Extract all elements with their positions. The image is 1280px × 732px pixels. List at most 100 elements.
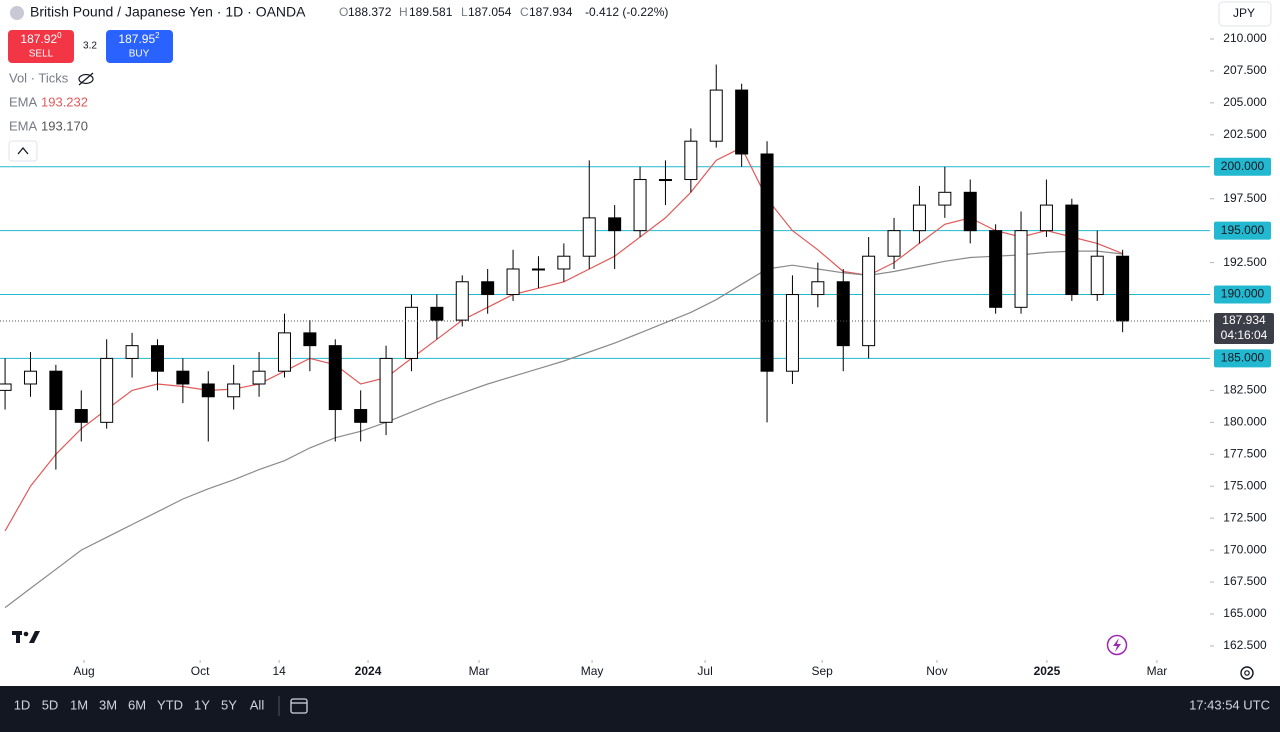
collapse-button[interactable] [8,140,38,162]
candle-body [328,345,342,411]
candle-body [227,383,241,398]
y-tick-label: 210.000 [1223,31,1267,45]
x-tick-label: Mar [469,664,490,678]
candle-body [277,332,291,372]
eye-icon[interactable] [78,73,94,85]
collapse-bg[interactable] [8,140,38,162]
range-button[interactable]: 3M [99,697,117,712]
sell-price-main[interactable]: 187.92 [20,32,57,46]
clock[interactable]: 17:43:54 UTC [1189,697,1270,712]
y-tick-label: 202.500 [1223,127,1267,141]
ema-line [4,146,1123,532]
spread: 3.2 [83,41,97,52]
ema-legend-value: 193.232 [41,94,88,109]
settings-icon[interactable] [1240,666,1254,680]
alerts-bolt[interactable] [1113,638,1121,652]
candle-body [658,179,672,182]
sell-price[interactable]: 187.920 [20,31,62,46]
range-button[interactable]: 1D [14,697,31,712]
gear-outer[interactable] [1240,666,1254,680]
candle-body [303,332,317,347]
buy-label[interactable]: BUY [129,49,150,60]
eye-slash[interactable] [78,72,94,86]
y-tick-label: 162.500 [1223,638,1267,652]
range-button[interactable]: 1M [70,697,88,712]
x-tick-label: Aug [73,664,94,678]
candle-body [633,179,647,232]
tv-logo[interactable] [12,631,40,643]
candle-body [100,357,114,423]
currency-label[interactable]: JPY [1233,6,1255,20]
ema-line [4,250,1123,609]
ohlc-value: 189.581 [409,5,453,19]
candle-body [608,217,622,232]
y-tick-label: 192.500 [1223,255,1267,269]
candle-body [379,357,393,423]
buy-price-main[interactable]: 187.95 [118,32,155,46]
candle-body [1014,230,1028,308]
sell-price-sup[interactable]: 0 [57,31,62,40]
candle-body [1090,255,1104,296]
level-label: 200.000 [1221,159,1265,173]
sell-label[interactable]: SELL [29,49,54,60]
calendar-box[interactable] [290,698,308,714]
change-value: -0.412 (-0.22%) [585,5,668,19]
candle-body [201,383,215,398]
y-tick-label: 180.000 [1223,414,1267,428]
ema-legend-name: EMA [9,94,38,109]
x-tick-label: Mar [1147,664,1168,678]
buy-button-bg[interactable] [106,30,173,63]
currency-select[interactable] [1218,1,1272,27]
sell-button[interactable]: 187.920 SELL [8,30,74,63]
candle-body [760,153,774,372]
x-tick-label: 2025 [1034,664,1061,678]
sell-button-bg[interactable] [8,30,74,63]
y-tick-label: 165.000 [1223,606,1267,620]
candle-body [0,383,12,391]
level-label: 185.000 [1221,351,1265,365]
logo-part[interactable] [23,631,29,637]
alerts-icon[interactable] [1106,634,1128,656]
range-button[interactable]: 5Y [221,697,237,712]
range-button[interactable]: 5D [42,697,59,712]
x-tick-label: Jul [697,664,712,678]
last-price-bg [1214,312,1274,344]
logo-part[interactable] [16,631,20,643]
collapse-arrow[interactable] [17,146,29,155]
candle-body [1116,255,1130,322]
date-range-icon[interactable] [290,698,308,714]
candle-body [785,294,799,372]
range-button[interactable]: 6M [128,697,146,712]
hide-icon[interactable] [78,72,94,86]
ohlc-key: C [520,5,529,19]
candle-body [430,306,444,321]
candle-body [481,281,495,296]
y-tick-label: 167.500 [1223,574,1267,588]
buy-price[interactable]: 187.952 [118,31,160,46]
plot-area: 210.000 207.500 205.000 202.500 197.500 192.5… [0,31,1274,678]
candle-body [531,268,545,271]
candle-body [811,281,825,296]
candle-body [354,409,368,423]
gear-inner[interactable] [1244,670,1250,676]
ohlc-value: 188.372 [348,5,392,19]
logo-part[interactable] [29,631,40,643]
candle-body [252,370,266,385]
level-label-bg [1214,157,1271,176]
x-tick-label: May [581,664,604,678]
level-label: 195.000 [1221,223,1265,237]
ema-legend-name: EMA [9,118,38,133]
y-tick-label: 175.000 [1223,478,1267,492]
x-tick-label: 14 [272,664,286,678]
candle-body [455,281,469,321]
candle-body [735,89,749,155]
buy-button[interactable]: 187.952 BUY [106,30,173,63]
x-tick-label: Oct [191,664,210,678]
buy-price-sup[interactable]: 2 [155,31,160,40]
range-buttons: 1D 5D 1M 3M 6M YTD 1Y 5Y All [14,697,265,712]
range-button[interactable]: YTD [157,697,183,712]
range-button[interactable]: All [250,697,265,712]
range-button[interactable]: 1Y [194,697,210,712]
